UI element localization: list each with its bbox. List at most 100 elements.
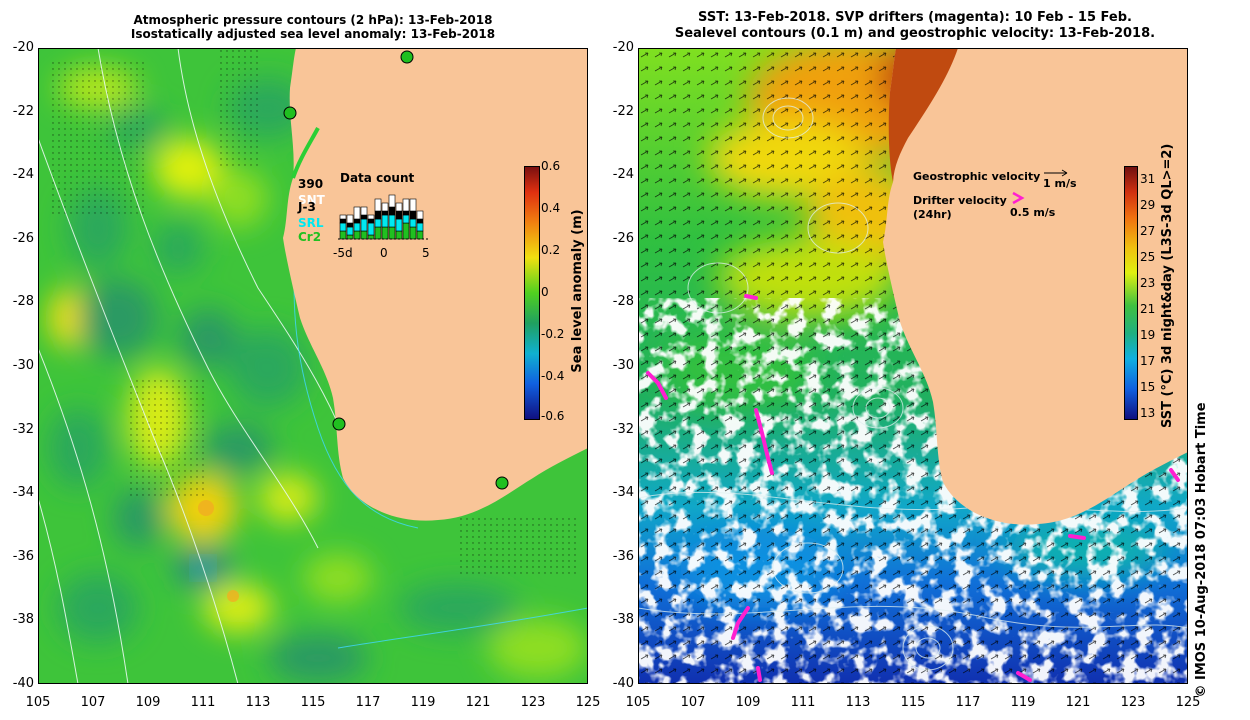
data-count-bar — [367, 234, 375, 240]
left-title-line2: Isostatically adjusted sea level anomaly… — [130, 27, 496, 41]
geostrophic-scale-label: 1 m/s — [1043, 177, 1077, 190]
sst-colorbar-tick: 31 — [1140, 172, 1156, 186]
data-count-bar — [339, 218, 347, 224]
tide-gauge-marker — [332, 417, 346, 431]
x-axis-tick-label: 115 — [900, 695, 926, 710]
sealevel-contours — [638, 97, 1188, 671]
x-axis-tick-label: 125 — [575, 695, 601, 710]
drifter-velocity-sublabel: (24hr) — [913, 208, 952, 221]
data-count-bar — [402, 214, 410, 224]
sst-colorbar-tick: 19 — [1140, 328, 1156, 342]
sst-map-svg — [638, 48, 1188, 684]
sla-colorbar-tick: -0.6 — [541, 409, 565, 423]
data-count-label: J-3 — [298, 200, 316, 214]
x-axis-tick-label: 111 — [790, 695, 816, 710]
land-mass — [283, 48, 588, 521]
y-axis-tick-label: -34 — [12, 485, 34, 501]
stippled-area — [48, 48, 578, 578]
x-axis-tick-label: 121 — [465, 695, 491, 710]
data-count-bar — [409, 198, 417, 212]
data-count-bar — [360, 206, 368, 216]
y-axis-tick-label: -20 — [612, 40, 634, 55]
data-count-bar — [360, 230, 368, 240]
data-count-bar — [346, 226, 354, 236]
tide-gauge-markers — [283, 50, 509, 490]
y-axis-tick-label: -22 — [612, 103, 634, 119]
drifter-track — [744, 294, 758, 300]
sla-colorbar-tick: 0 — [541, 285, 549, 299]
y-axis-tick-label: -36 — [12, 548, 34, 564]
data-count-label: Cr2 — [298, 230, 322, 244]
data-count-bar — [346, 214, 354, 224]
drifter-track — [1169, 468, 1180, 482]
right-map-title: SST: 13-Feb-2018. SVP drifters (magenta)… — [640, 10, 1190, 42]
x-axis-tick-label: 117 — [355, 695, 381, 710]
y-axis-tick-label: -30 — [12, 358, 34, 373]
sst-colorbar-gradient — [1124, 166, 1138, 420]
data-count-bar — [395, 230, 403, 240]
data-count-bar — [360, 214, 368, 220]
x-axis-tick-label: 119 — [410, 695, 436, 710]
y-axis-tick-label: -26 — [612, 230, 634, 246]
data-count-xtick: -5d — [333, 246, 353, 260]
data-count-bar — [395, 202, 403, 212]
sla-colorbar-tick: -0.4 — [541, 369, 565, 383]
y-axis-tick-label: -24 — [12, 167, 34, 183]
sla-colorbar-tick: 0.6 — [541, 159, 561, 173]
data-count-bar — [353, 230, 361, 240]
data-count-bar — [402, 210, 410, 216]
data-count-bar — [402, 222, 410, 240]
data-count-bar — [346, 222, 354, 228]
drifter-scale-label: 0.5 m/s — [1010, 206, 1056, 219]
y-axis-tick-label: -32 — [612, 421, 634, 437]
data-count-xtick: 0 — [380, 246, 388, 260]
drifter-track — [646, 371, 668, 400]
x-axis-tick-label: 123 — [520, 695, 546, 710]
y-axis-tick-label: -38 — [12, 612, 34, 628]
data-count-bar — [388, 226, 396, 240]
imos-credit: © IMOS 10-Aug-2018 07:03 Hobart Time — [1194, 402, 1209, 698]
y-axis-tick-label: -22 — [12, 103, 34, 119]
data-count-bar — [346, 234, 354, 240]
sst-colorbar-label: SST (°C) 3d night&day (L3S-3d QL>=2) — [1160, 143, 1175, 428]
coastal-edge — [291, 127, 320, 179]
right-title-line1: SST: 13-Feb-2018. SVP drifters (magenta)… — [698, 10, 1132, 25]
right-title-line2: Sealevel contours (0.1 m) and geostrophi… — [674, 26, 1156, 41]
land-mass — [883, 48, 1188, 525]
data-count-bar — [381, 226, 389, 240]
data-count-bar — [409, 210, 417, 220]
sla-colorbar-tick: 0.2 — [541, 243, 561, 257]
data-count-bar — [339, 222, 347, 232]
x-axis-tick-label: 113 — [245, 695, 271, 710]
x-axis-tick-label: 111 — [190, 695, 216, 710]
x-axis-tick-label: 119 — [1010, 695, 1036, 710]
sst-colorbar-tick: 27 — [1140, 224, 1156, 238]
data-count-label: SNT — [298, 193, 325, 207]
data-count-bar — [416, 210, 424, 220]
sst-colorbar-tick: 29 — [1140, 198, 1156, 212]
x-axis-tick-label: 125 — [1175, 695, 1201, 710]
x-axis-tick-label: 117 — [955, 695, 981, 710]
data-count-bar — [353, 222, 361, 232]
data-count-bar — [374, 218, 382, 228]
sla-colorbar-label: Sea level anomaly (m) — [570, 209, 585, 373]
x-axis-tick-label: 113 — [845, 695, 871, 710]
x-axis-tick-label: 115 — [300, 695, 326, 710]
pressure-contours — [38, 48, 359, 684]
y-axis-tick-label: -34 — [612, 485, 634, 501]
data-count-bar — [367, 218, 375, 224]
data-count-bar — [416, 218, 424, 224]
y-axis-tick-label: -32 — [12, 421, 34, 437]
x-axis-tick-label: 105 — [625, 695, 651, 710]
drifter-track — [754, 408, 774, 475]
y-axis-tick-label: -28 — [12, 294, 34, 310]
x-axis-tick-label: 107 — [680, 695, 706, 710]
data-count-bar — [367, 222, 375, 236]
data-count-bar — [353, 218, 361, 224]
left-map-title: Atmospheric pressure contours (2 hPa): 1… — [38, 13, 588, 41]
warm-northwest-shelf — [888, 48, 958, 182]
data-count-bar — [374, 226, 382, 240]
data-count-bar — [416, 222, 424, 232]
data-count-bar — [402, 198, 410, 212]
y-axis-tick-label: -28 — [612, 294, 634, 310]
